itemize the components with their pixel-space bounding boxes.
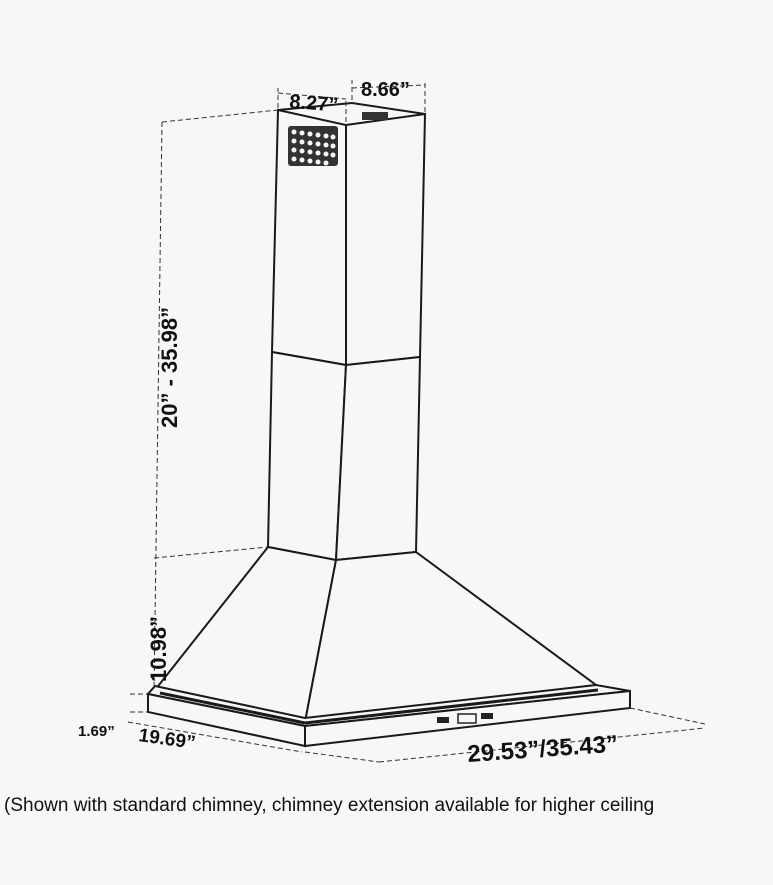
control-panel bbox=[437, 713, 493, 724]
vent-grille bbox=[288, 126, 338, 166]
base-height-label: 1.69” bbox=[78, 723, 115, 740]
chimney-width-label: 8.27” bbox=[289, 91, 339, 116]
chimney-height-label: 20” - 35.98” bbox=[157, 307, 182, 428]
canopy bbox=[153, 545, 599, 724]
diagram-caption: (Shown with standard chimney, chimney ex… bbox=[4, 795, 655, 816]
dimension-lines bbox=[127, 80, 706, 763]
chimney-depth-label: 8.66” bbox=[361, 79, 410, 101]
canopy-height-label: 10.98” bbox=[146, 616, 171, 682]
chimney bbox=[266, 102, 427, 562]
base-width-label: 29.53”/35.43” bbox=[467, 731, 619, 768]
base-depth-label: 19.69” bbox=[137, 725, 196, 754]
hood-base bbox=[146, 683, 631, 748]
